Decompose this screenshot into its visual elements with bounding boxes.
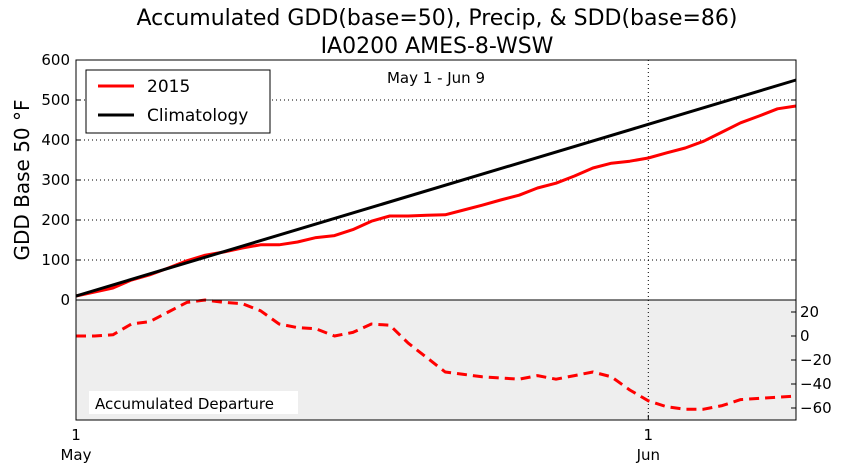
y-tick-label-100: 100 <box>41 251 70 269</box>
legend-box <box>85 69 271 134</box>
chart-title: Accumulated GDD(base=50), Precip, & SDD(… <box>136 6 737 31</box>
chart-subtitle: IA0200 AMES-8-WSW <box>321 34 554 59</box>
departure-tick-label--20: −20 <box>800 351 832 369</box>
x-tick-sublabel-jun: Jun <box>636 446 660 464</box>
y-tick-label-0: 0 <box>60 291 70 309</box>
series-line-climatology <box>75 78 797 298</box>
departure-tick-label-20: 20 <box>800 303 819 321</box>
departure-tick-label--40: −40 <box>800 375 832 393</box>
gdd-panel: 0 100 200 300 400 500 600 <box>41 51 797 309</box>
departure-label-bg <box>89 391 298 414</box>
departure-label: Accumulated Departure <box>89 391 298 414</box>
y-tick-label-600: 600 <box>41 51 70 69</box>
departure-panel: 20 0 −20 −40 −60 1 May 1 Jun <box>60 298 832 464</box>
legend: 2015 Climatology <box>85 69 271 134</box>
departure-tick-label--60: −60 <box>800 399 832 417</box>
y-tick-label-200: 200 <box>41 211 70 229</box>
y-tick-label-500: 500 <box>41 91 70 109</box>
x-tick-label-may: 1 <box>71 426 81 444</box>
legend-label-2015: 2015 <box>147 77 190 97</box>
departure-line <box>76 298 797 411</box>
y-tick-label-300: 300 <box>41 171 70 189</box>
y-tick-label-400: 400 <box>41 131 70 149</box>
series-line-2015 <box>75 104 797 298</box>
y-axis-label: GDD Base 50 °F <box>10 99 34 260</box>
departure-tick-label-0: 0 <box>800 327 810 345</box>
date-range-annotation: May 1 - Jun 9 <box>387 69 485 87</box>
x-tick-sublabel-may: May <box>60 446 91 464</box>
departure-label-text: Accumulated Departure <box>95 395 274 413</box>
x-tick-label-jun: 1 <box>644 426 654 444</box>
legend-label-climatology: Climatology <box>147 106 248 126</box>
